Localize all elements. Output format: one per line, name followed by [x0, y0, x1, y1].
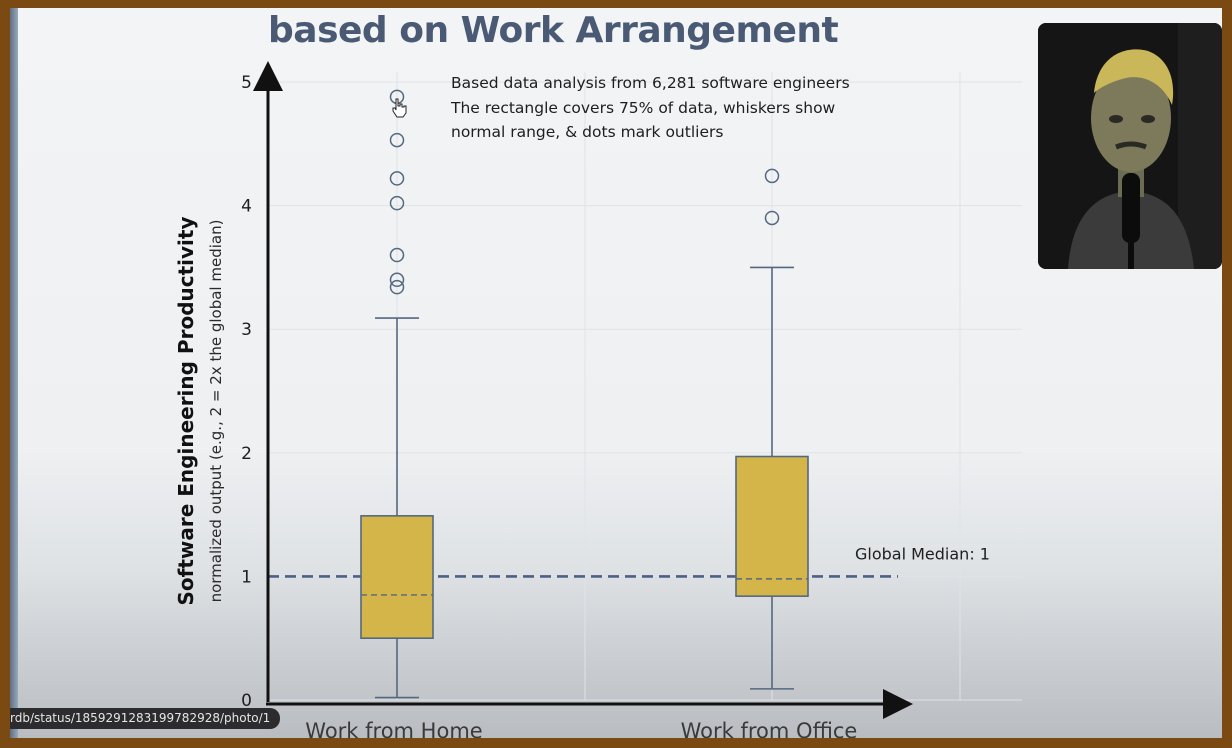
link-url-tooltip: rdb/status/1859291283199782928/photo/1 — [10, 708, 281, 729]
webcam-overlay — [1038, 23, 1222, 269]
outlier-point — [389, 272, 405, 288]
y-tick-label: 0 — [241, 691, 252, 711]
y-tick-label: 2 — [241, 444, 252, 464]
outlier-point — [389, 171, 405, 186]
y-tick-label: 5 — [241, 73, 252, 93]
box-iqr — [735, 455, 809, 597]
annotation-line-3: normal range, & dots mark outliers — [451, 123, 724, 141]
box-2 — [735, 168, 809, 690]
x-category-label: Work from Office — [681, 719, 858, 738]
y-tick-label: 4 — [241, 197, 252, 217]
y-axis-title: Software Engineering Productivity — [174, 216, 198, 605]
outlier-point — [389, 195, 405, 211]
annotation-line-2: The rectangle covers 75% of data, whiske… — [451, 98, 836, 117]
outlier-point — [389, 132, 405, 148]
outlier-point — [389, 247, 405, 263]
outlier-point — [764, 168, 780, 184]
box-plot-chart: Global Median: 1 0 1 2 3 4 5 Work from Home Work… — [174, 61, 1022, 738]
annotation-line-1: Based data analysis from 6,281 software … — [451, 74, 850, 92]
y-tick-label: 3 — [241, 320, 252, 340]
box-1 — [360, 89, 434, 699]
mouse-cursor-icon — [392, 98, 407, 118]
y-tick-label: 1 — [241, 567, 252, 587]
outlier-point — [764, 210, 780, 226]
global-median-label: Global Median: 1 — [855, 544, 990, 563]
y-axis-subtitle: normalized output (e.g., 2 = 2x the glob… — [207, 220, 225, 603]
box-iqr — [360, 515, 434, 639]
window-left-edge — [10, 8, 18, 738]
outlier-point — [389, 279, 405, 295]
screen-frame: Global Median: 1 0 1 2 3 4 5 Work from Home Work… — [10, 8, 1222, 738]
chart-annotation: Based data analysis from 6,281 software … — [451, 71, 850, 145]
page-title: based on Work Arrangement — [268, 10, 839, 51]
x-category-label: Work from Home — [305, 719, 482, 738]
